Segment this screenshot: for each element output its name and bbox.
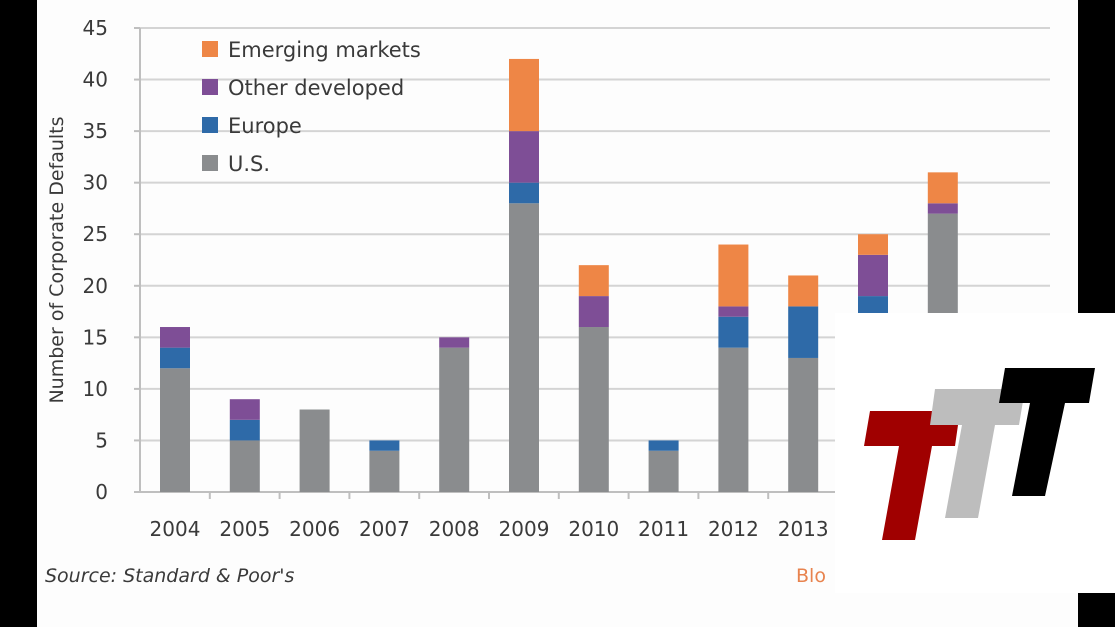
bar-other-developed-2012: [718, 306, 749, 317]
x-tick-label: 2009: [499, 517, 550, 541]
bar-other-developed-col10: [858, 254, 888, 297]
x-tick-label: 2010: [568, 517, 619, 541]
source-note: Source: Standard & Poor's: [45, 565, 295, 587]
legend-swatch: [202, 79, 218, 95]
bar-u-s-2008: [439, 347, 470, 492]
bar-emerging-markets-col11: [927, 172, 958, 204]
bar-other-developed-2008: [439, 337, 470, 348]
logo-t-red: [864, 411, 960, 540]
bar-emerging-markets-2009: [509, 58, 539, 132]
bar-europe-2013: [788, 306, 819, 358]
bar-europe-col10: [858, 296, 888, 317]
bar-other-developed-2010: [578, 296, 609, 328]
legend-swatch: [202, 117, 218, 133]
bar-europe-2012: [718, 316, 749, 348]
bar-u-s-2009: [509, 203, 539, 493]
bar-u-s-2013: [788, 357, 819, 492]
y-tick-label: 35: [83, 119, 108, 143]
bar-emerging-markets-2013: [788, 275, 819, 307]
legend-swatch: [202, 41, 218, 57]
y-tick-label: 15: [83, 325, 108, 349]
bar-europe-2004: [160, 347, 190, 369]
logo-overlay: [835, 313, 1115, 593]
y-tick-label: 30: [83, 171, 108, 195]
x-tick-label: 2008: [429, 517, 480, 541]
legend-label: Other developed: [228, 76, 404, 100]
y-tick-label: 20: [83, 274, 108, 298]
legend: Emerging markets Other developed Europe U.S…: [202, 38, 421, 176]
legend-label: Emerging markets: [228, 38, 421, 62]
bar-other-developed-col11: [927, 203, 958, 214]
y-tick-label: 40: [83, 68, 108, 92]
bar-other-developed-2004: [160, 327, 190, 348]
x-tick-label: 2005: [219, 517, 270, 541]
y-axis: 0 5 10 15 20 25 30 35 40 45: [83, 16, 141, 504]
bar-europe-2011: [648, 440, 679, 451]
legend-label: Europe: [228, 114, 302, 138]
logo-t-gray: [930, 389, 1025, 518]
brand-label: Blo: [796, 565, 826, 587]
y-tick-label: 10: [83, 377, 108, 401]
ttt-logo-icon: [864, 368, 1095, 540]
bar-europe-2005: [229, 419, 260, 441]
bar-other-developed-2009: [509, 131, 539, 183]
legend-label: U.S.: [228, 152, 270, 176]
bar-emerging-markets-2012: [718, 244, 749, 307]
x-tick-label: 2004: [150, 517, 201, 541]
bar-other-developed-2005: [229, 399, 260, 420]
x-tick-label: 2013: [778, 517, 829, 541]
y-tick-label: 45: [83, 16, 108, 40]
bar-u-s-2004: [160, 368, 190, 492]
y-tick-label: 5: [95, 428, 108, 452]
bar-u-s-2005: [229, 440, 260, 492]
legend-swatch: [202, 155, 218, 171]
bar-europe-2009: [509, 182, 539, 204]
bar-u-s-2011: [648, 450, 679, 492]
x-tick-label: 2012: [708, 517, 759, 541]
x-tick-label: 2011: [638, 517, 689, 541]
x-tick-label: 2006: [289, 517, 340, 541]
y-tick-label: 0: [95, 480, 108, 504]
bar-u-s-2007: [369, 450, 400, 492]
bar-u-s-2012: [718, 347, 749, 492]
bar-u-s-2010: [578, 327, 609, 492]
y-axis-title: Number of Corporate Defaults: [46, 116, 68, 403]
bar-emerging-markets-2010: [578, 265, 609, 297]
logo-t-black: [999, 368, 1095, 496]
bar-u-s-2006: [299, 409, 330, 492]
x-tick-label: 2007: [359, 517, 410, 541]
y-tick-label: 25: [83, 222, 108, 246]
bar-europe-2007: [369, 440, 400, 451]
bar-emerging-markets-col10: [858, 234, 888, 255]
